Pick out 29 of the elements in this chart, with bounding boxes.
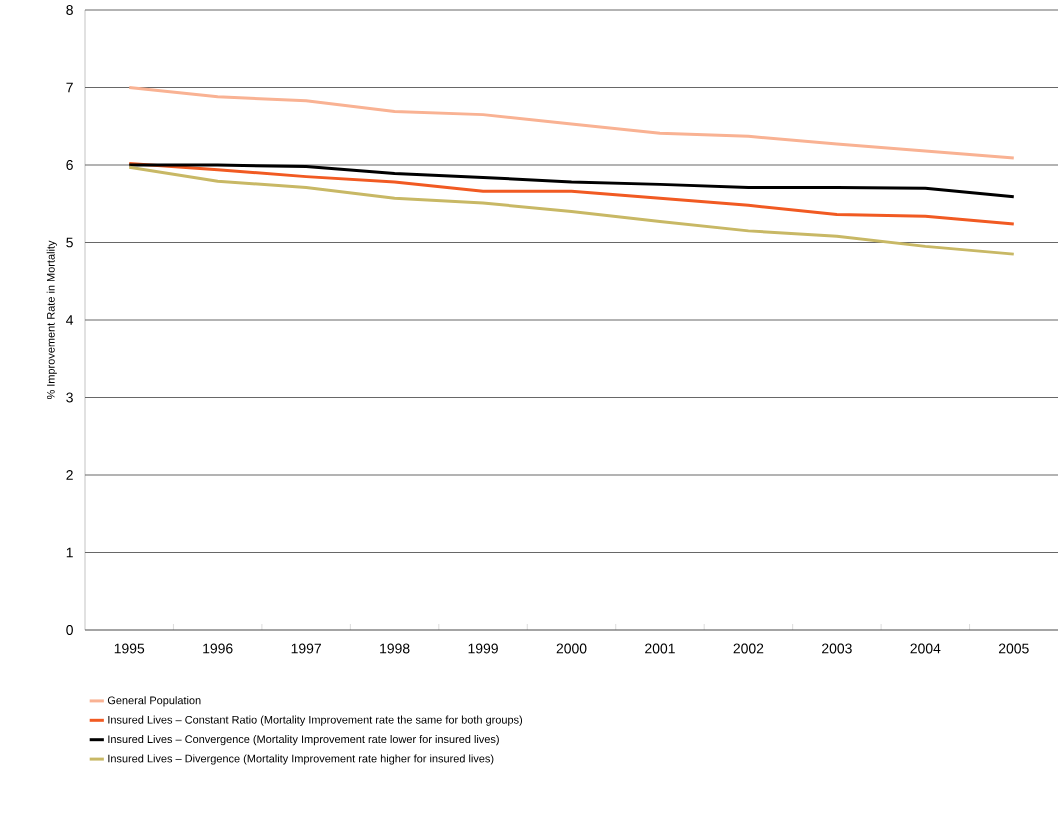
y-tick-label: 6 — [66, 160, 73, 170]
legend-label: General Population — [107, 696, 201, 707]
x-tick-label: 1998 — [380, 643, 410, 654]
line-series — [127, 161, 1016, 226]
y-tick-label: 0 — [66, 625, 73, 635]
line-series — [127, 163, 1016, 199]
x-tick-label: 2000 — [556, 643, 587, 654]
x-tick-label: 2002 — [733, 643, 764, 654]
legend-label: Insured Lives – Constant Ratio (Mortality Improvement rate the same for both groups) — [108, 715, 523, 726]
x-tick-label: 1999 — [468, 643, 498, 654]
x-tick-label: 2004 — [910, 643, 941, 654]
y-axis-title: % Improvement Rate in Mortality — [46, 240, 57, 400]
y-tick-label: 2 — [66, 470, 73, 480]
y-tick-label: 5 — [66, 237, 73, 248]
y-tick-label: 7 — [66, 82, 73, 93]
x-tick-label: 2003 — [822, 643, 852, 654]
y-tick-label: 4 — [66, 315, 74, 325]
line-series — [127, 86, 1016, 160]
x-tick-label: 2005 — [998, 643, 1029, 654]
x-tick-label: 1995 — [114, 643, 145, 654]
line-series — [127, 165, 1016, 256]
x-tick-label: 1996 — [203, 643, 233, 654]
y-tick-label: 8 — [66, 5, 73, 15]
legend-label: Insured Lives – Divergence (Mortality Improvement rate higher for insured lives) — [108, 754, 494, 765]
x-tick-label: 1997 — [291, 643, 321, 654]
y-tick-label: 3 — [66, 392, 73, 403]
x-tick-label: 2001 — [645, 643, 675, 654]
legend-label: Insured Lives – Convergence (Mortality Improvement rate lower for insured lives) — [108, 734, 499, 746]
y-tick-label: 1 — [66, 547, 73, 558]
